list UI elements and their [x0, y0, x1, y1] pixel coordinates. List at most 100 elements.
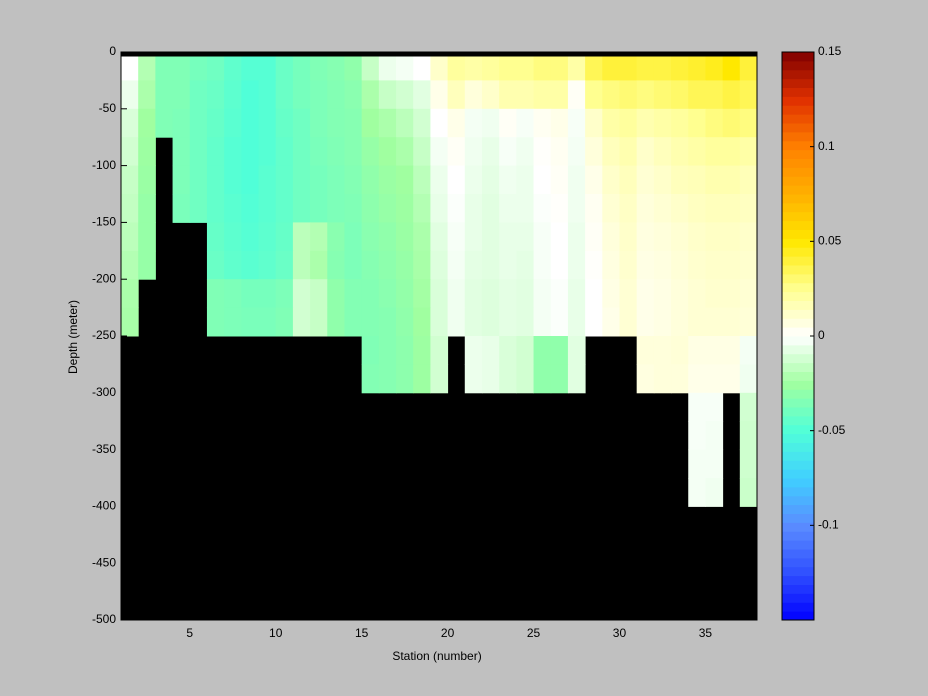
x-tick-label: 5 — [186, 626, 193, 640]
y-tick-label: -50 — [99, 101, 117, 115]
heat-cell — [705, 52, 724, 81]
colorbar-tick-label: 0.15 — [818, 44, 842, 58]
heat-cell — [361, 165, 380, 195]
heat-cell — [396, 165, 414, 195]
heat-cell — [533, 222, 552, 252]
heat-cell — [361, 364, 380, 394]
heat-cell — [739, 449, 758, 479]
heat-cell — [688, 449, 706, 479]
heat-cell — [533, 307, 552, 337]
heat-cell — [602, 80, 620, 110]
colorbar-step — [782, 309, 814, 319]
heat-cell — [653, 364, 672, 394]
heat-cell — [310, 52, 328, 81]
heat-cell — [688, 165, 706, 195]
colorbar-step — [782, 185, 814, 195]
heat-cell — [516, 336, 535, 365]
heat-cell — [189, 80, 208, 110]
colorbar-step — [782, 327, 814, 337]
heat-cell — [361, 250, 380, 280]
heat-cell — [739, 108, 758, 138]
heat-cell — [499, 80, 517, 110]
heat-cell — [739, 52, 758, 81]
heat-cell — [430, 52, 449, 81]
heat-cell — [292, 250, 311, 280]
heat-cell — [258, 279, 277, 309]
heat-cell — [516, 279, 535, 309]
heat-cell — [602, 108, 620, 138]
colorbar-step — [782, 362, 814, 372]
heat-cell — [671, 80, 689, 110]
heat-cell — [292, 194, 311, 223]
heat-cell — [481, 80, 500, 110]
heat-cell — [275, 250, 294, 280]
heat-cell — [464, 165, 483, 195]
colorbar-step — [782, 398, 814, 408]
heat-cell — [378, 364, 397, 394]
heat-cell — [275, 165, 294, 195]
heat-cell — [206, 137, 225, 167]
heat-cell — [705, 279, 724, 309]
colorbar-step — [782, 256, 814, 266]
heat-cell — [172, 137, 191, 167]
y-tick-label: -150 — [92, 215, 116, 229]
y-tick-label: -400 — [92, 499, 116, 513]
heat-cell — [705, 421, 724, 451]
heat-cell — [722, 364, 741, 394]
heat-cell — [206, 307, 225, 337]
heat-cell — [413, 279, 431, 309]
heat-cell — [413, 307, 431, 337]
heat-cell — [602, 194, 620, 223]
heat-cell — [481, 307, 500, 337]
heat-cell — [739, 165, 758, 195]
heat-cell — [688, 421, 706, 451]
heat-cell — [275, 222, 294, 252]
heat-cell — [739, 421, 758, 451]
heat-cell — [413, 336, 431, 365]
colorbar-step — [782, 575, 814, 585]
heat-cell — [739, 478, 758, 507]
heat-cell — [413, 250, 431, 280]
heat-cell — [396, 307, 414, 337]
heat-cell — [413, 222, 431, 252]
colorbar-step — [782, 291, 814, 301]
heat-cell — [292, 307, 311, 337]
heat-cell — [722, 336, 741, 365]
colorbar-step — [782, 158, 814, 168]
heat-cell — [688, 250, 706, 280]
heat-cell — [224, 80, 242, 110]
heat-cell — [224, 52, 242, 81]
heat-cell — [688, 137, 706, 167]
colorbar-step — [782, 611, 814, 621]
heat-cell — [619, 250, 638, 280]
colorbar-step — [782, 300, 814, 310]
colorbar-step — [782, 504, 814, 514]
heat-cell — [481, 364, 500, 394]
colorbar-step — [782, 273, 814, 284]
colorbar-step — [782, 522, 814, 532]
heat-cell — [241, 52, 260, 81]
heat-cell — [224, 108, 242, 138]
heat-cell — [705, 80, 724, 110]
heat-cell — [241, 279, 260, 309]
heat-cell — [413, 137, 431, 167]
heat-cell — [619, 194, 638, 223]
colorbar-step — [782, 549, 814, 559]
heat-cell — [688, 392, 706, 422]
heat-cell — [602, 250, 620, 280]
heat-cell — [430, 336, 449, 365]
heat-cell — [739, 137, 758, 167]
heat-cell — [533, 165, 552, 195]
heat-cell — [378, 307, 397, 337]
heat-cell — [189, 194, 208, 223]
heat-cell — [705, 392, 724, 422]
heat-cell — [258, 250, 277, 280]
heat-cell — [430, 108, 449, 138]
heat-cell — [327, 307, 345, 337]
heat-cell — [550, 194, 569, 223]
heat-cell — [327, 194, 345, 223]
heat-cell — [619, 165, 638, 195]
colorbar-tick-label: 0.1 — [818, 139, 835, 153]
heat-cell — [567, 108, 586, 138]
colorbar-step — [782, 105, 814, 115]
